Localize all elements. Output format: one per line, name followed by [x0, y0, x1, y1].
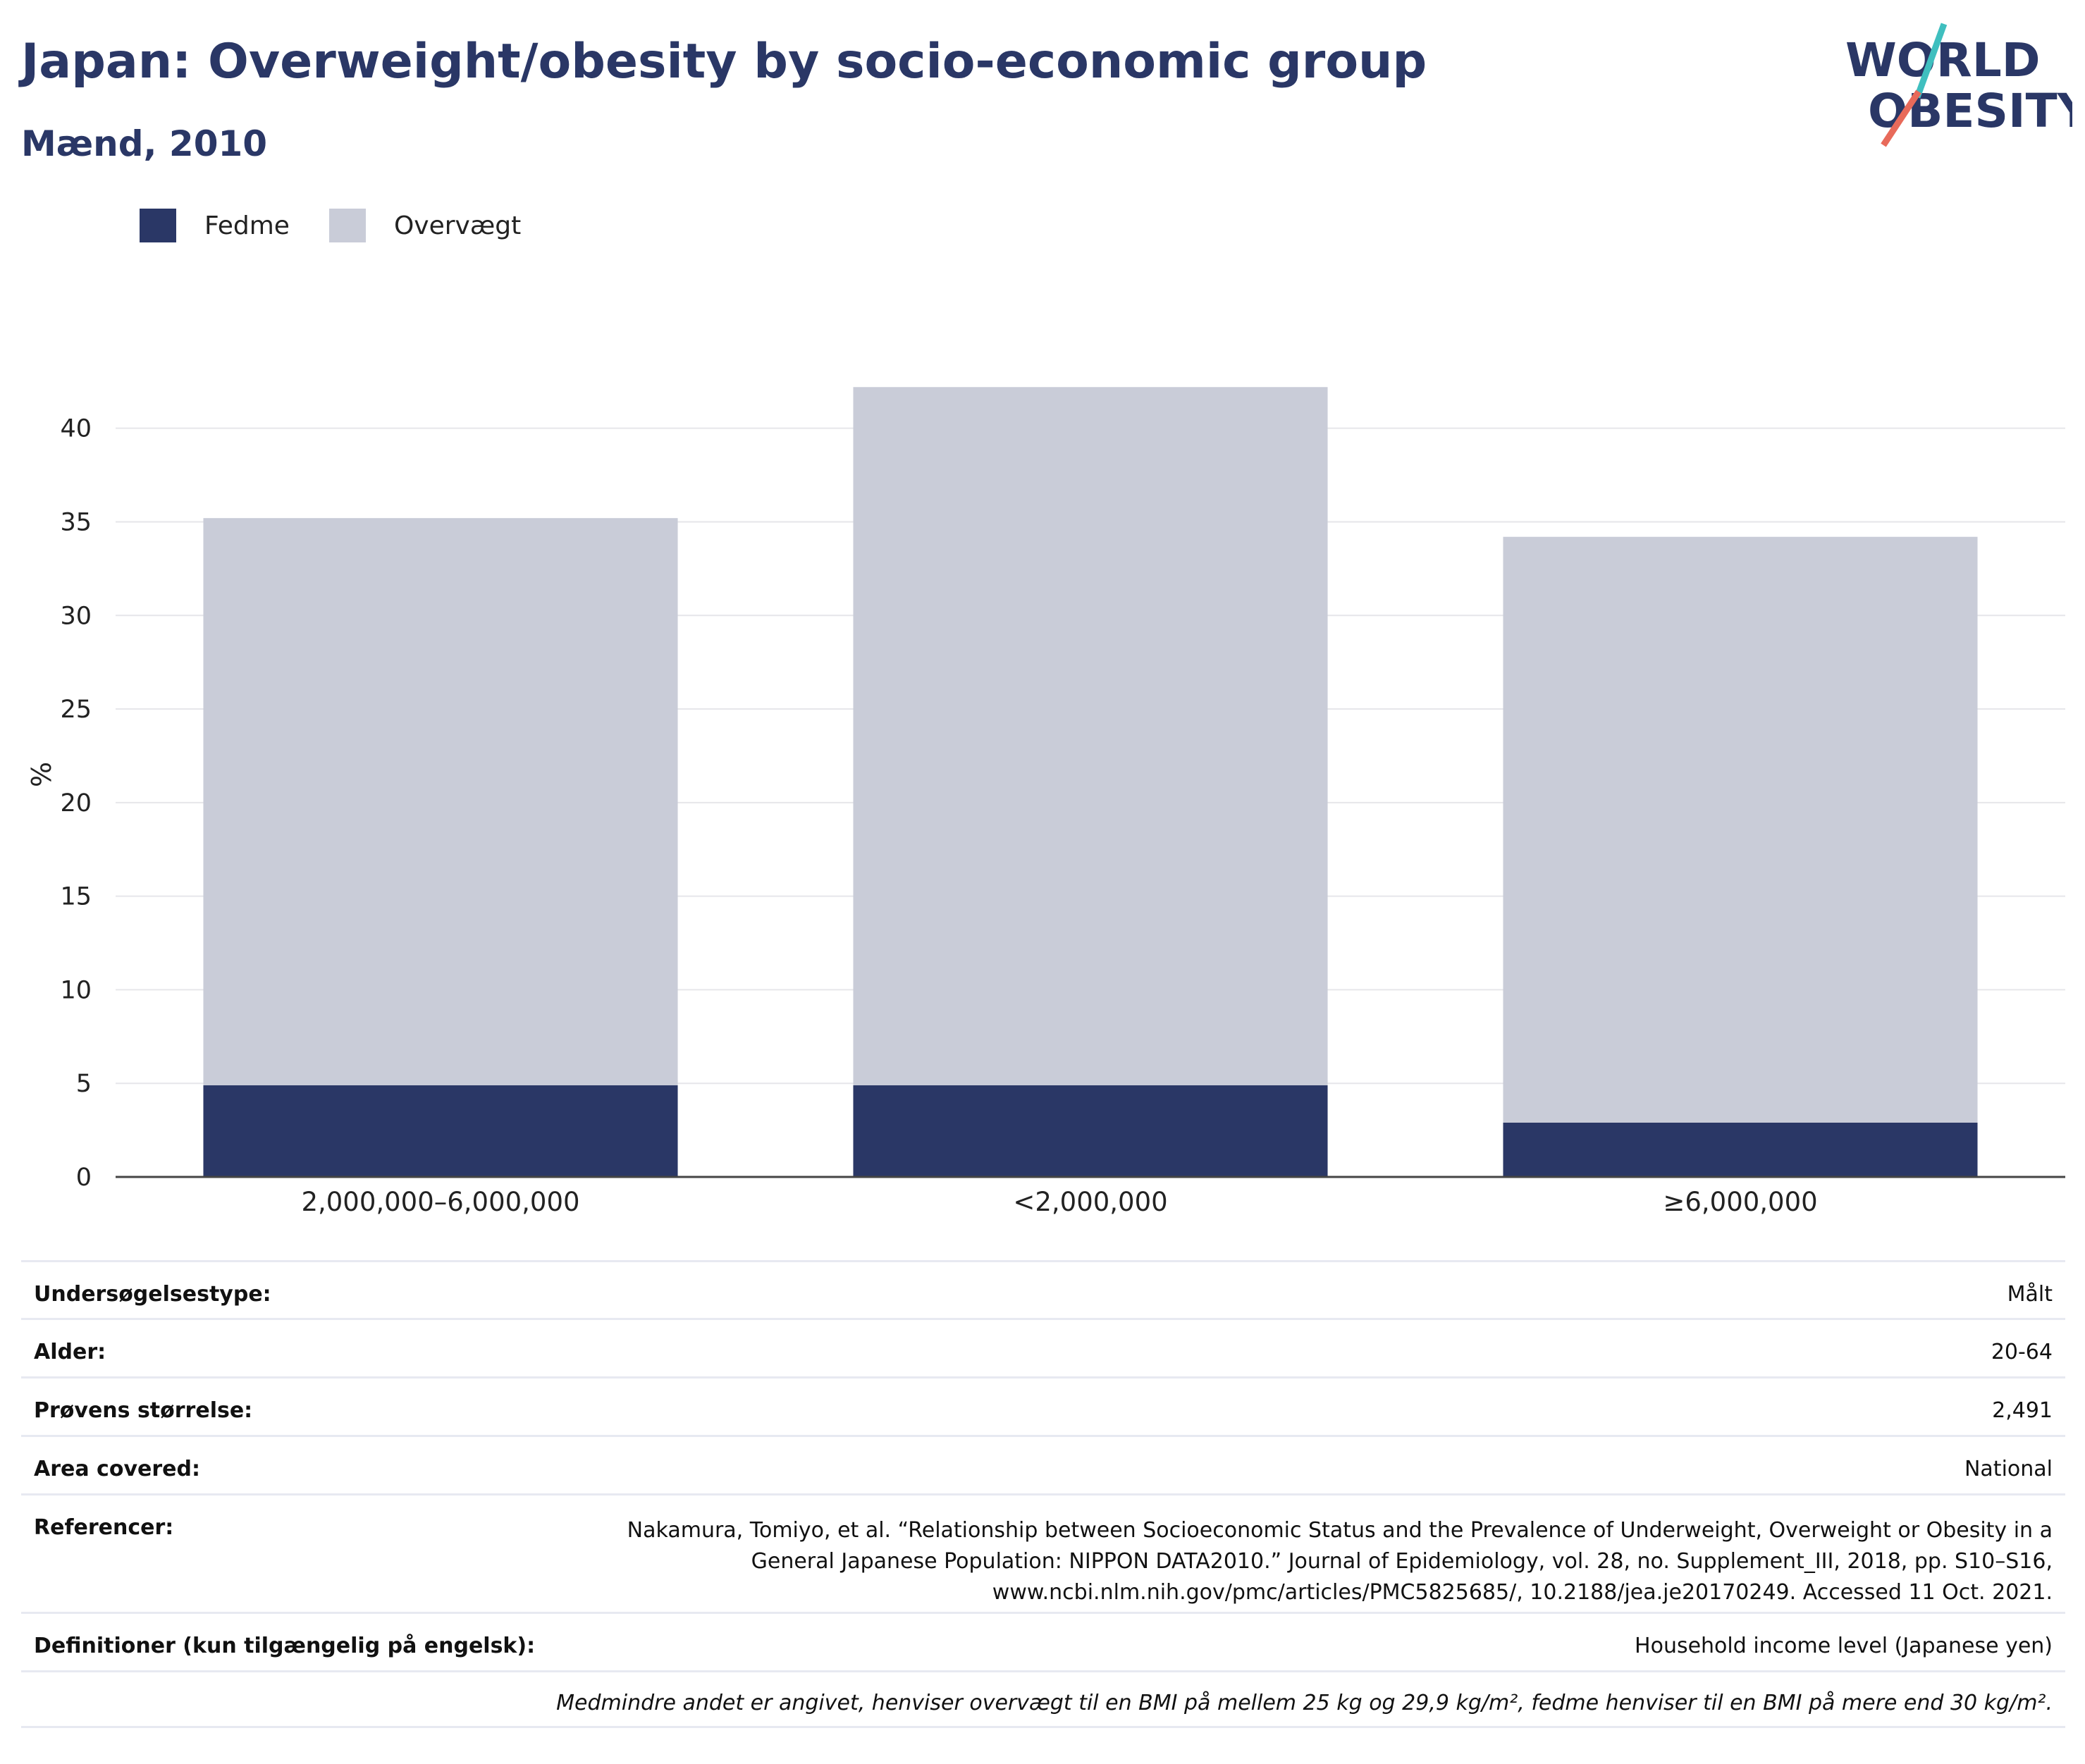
bar-chart: 0 5 10 15 20 25 30 35 40% 2,000,000–6,000,000 <2,0… — [26, 387, 2065, 1217]
meta-row-definitions: Definitioner (kun tilgængelig på engelsk… — [21, 1612, 2065, 1670]
y-tick-label: 25 — [60, 696, 92, 724]
legend-label-fedme: Fedme — [204, 211, 290, 240]
x-tick-label: <2,000,000 — [1013, 1187, 1167, 1217]
legend-label-overvaegt: Overvægt — [393, 211, 522, 240]
y-tick-label: 0 — [76, 1164, 92, 1192]
bar-overvaegt — [1503, 536, 1978, 1123]
logo-slash-red — [1881, 90, 1921, 147]
y-tick-label: 5 — [76, 1070, 92, 1098]
bar-overvaegt — [853, 387, 1328, 1085]
y-tick-label: 40 — [60, 415, 92, 443]
meta-label-age: Alder: — [34, 1340, 106, 1364]
y-tick-label: 15 — [60, 883, 92, 911]
metadata-table: Undersøgelsestype: Målt Alder: 20-64 Prø… — [21, 1260, 2065, 1728]
logo-word-world: WORLD — [1845, 33, 2041, 87]
meta-row-area: Area covered: National — [21, 1435, 2065, 1493]
reference-line: www.ncbi.nlm.nih.gov/pmc/articles/PMC582… — [992, 1580, 2053, 1605]
meta-label-sample-size: Prøvens størrelse: — [34, 1398, 253, 1423]
y-tick-label: 10 — [60, 976, 92, 1004]
x-tick-label: ≥6,000,000 — [1663, 1187, 1817, 1217]
legend-item-fedme[interactable]: Fedme — [140, 209, 290, 242]
meta-row-survey-type: Undersøgelsestype: Målt — [21, 1260, 2065, 1318]
meta-label-survey-type: Undersøgelsestype: — [34, 1282, 271, 1307]
logo-slash-teal — [1914, 23, 1948, 99]
page-subtitle: Mænd, 2010 — [21, 123, 268, 164]
reference-line: Nakamura, Tomiyo, et al. “Relationship b… — [627, 1518, 2053, 1543]
reference-line: General Japanese Population: NIPPON DATA… — [751, 1549, 2053, 1574]
legend-swatch-overvaegt — [328, 209, 366, 242]
meta-value-references: Nakamura, Tomiyo, et al. “Relationship b… — [467, 1515, 2053, 1608]
x-tick-label: 2,000,000–6,000,000 — [301, 1187, 579, 1217]
meta-value-age: 20-64 — [1991, 1340, 2053, 1364]
legend-item-overvaegt[interactable]: Overvægt — [328, 209, 522, 242]
bar-overvaegt — [203, 518, 678, 1085]
meta-value-survey-type: Målt — [2007, 1282, 2053, 1307]
meta-label-references: Referencer: — [34, 1515, 174, 1540]
legend-swatch-fedme — [140, 209, 176, 242]
bar-fedme — [853, 1085, 1328, 1177]
meta-label-definitions: Definitioner (kun tilgængelig på engelsk… — [34, 1634, 536, 1658]
meta-value-definitions: Household income level (Japanese yen) — [1635, 1634, 2053, 1658]
logo-word-obesity: OBESITY — [1868, 84, 2072, 138]
meta-value-sample-size: 2,491 — [1992, 1398, 2053, 1423]
y-tick-label: 35 — [60, 508, 92, 536]
bar-fedme — [1503, 1122, 1978, 1177]
meta-label-area: Area covered: — [34, 1457, 200, 1481]
meta-row-sample-size: Prøvens størrelse: 2,491 — [21, 1376, 2065, 1435]
y-tick-label: 20 — [60, 789, 92, 818]
y-axis-label: % — [26, 762, 57, 787]
meta-row-references: Referencer: Nakamura, Tomiyo, et al. “Re… — [21, 1493, 2065, 1612]
y-tick-label: 30 — [60, 602, 92, 630]
meta-row-age: Alder: 20-64 — [21, 1318, 2065, 1376]
chart-legend: Fedme Overvægt — [140, 209, 560, 242]
world-obesity-logo: WORLD OBESITY — [1845, 23, 2072, 147]
page-title: Japan: Overweight/obesity by socio-econo… — [21, 34, 1427, 90]
bar-fedme — [203, 1085, 678, 1177]
bmi-footnote: Medmindre andet er angivet, henviser ove… — [21, 1670, 2065, 1728]
meta-value-area: National — [1964, 1457, 2053, 1481]
